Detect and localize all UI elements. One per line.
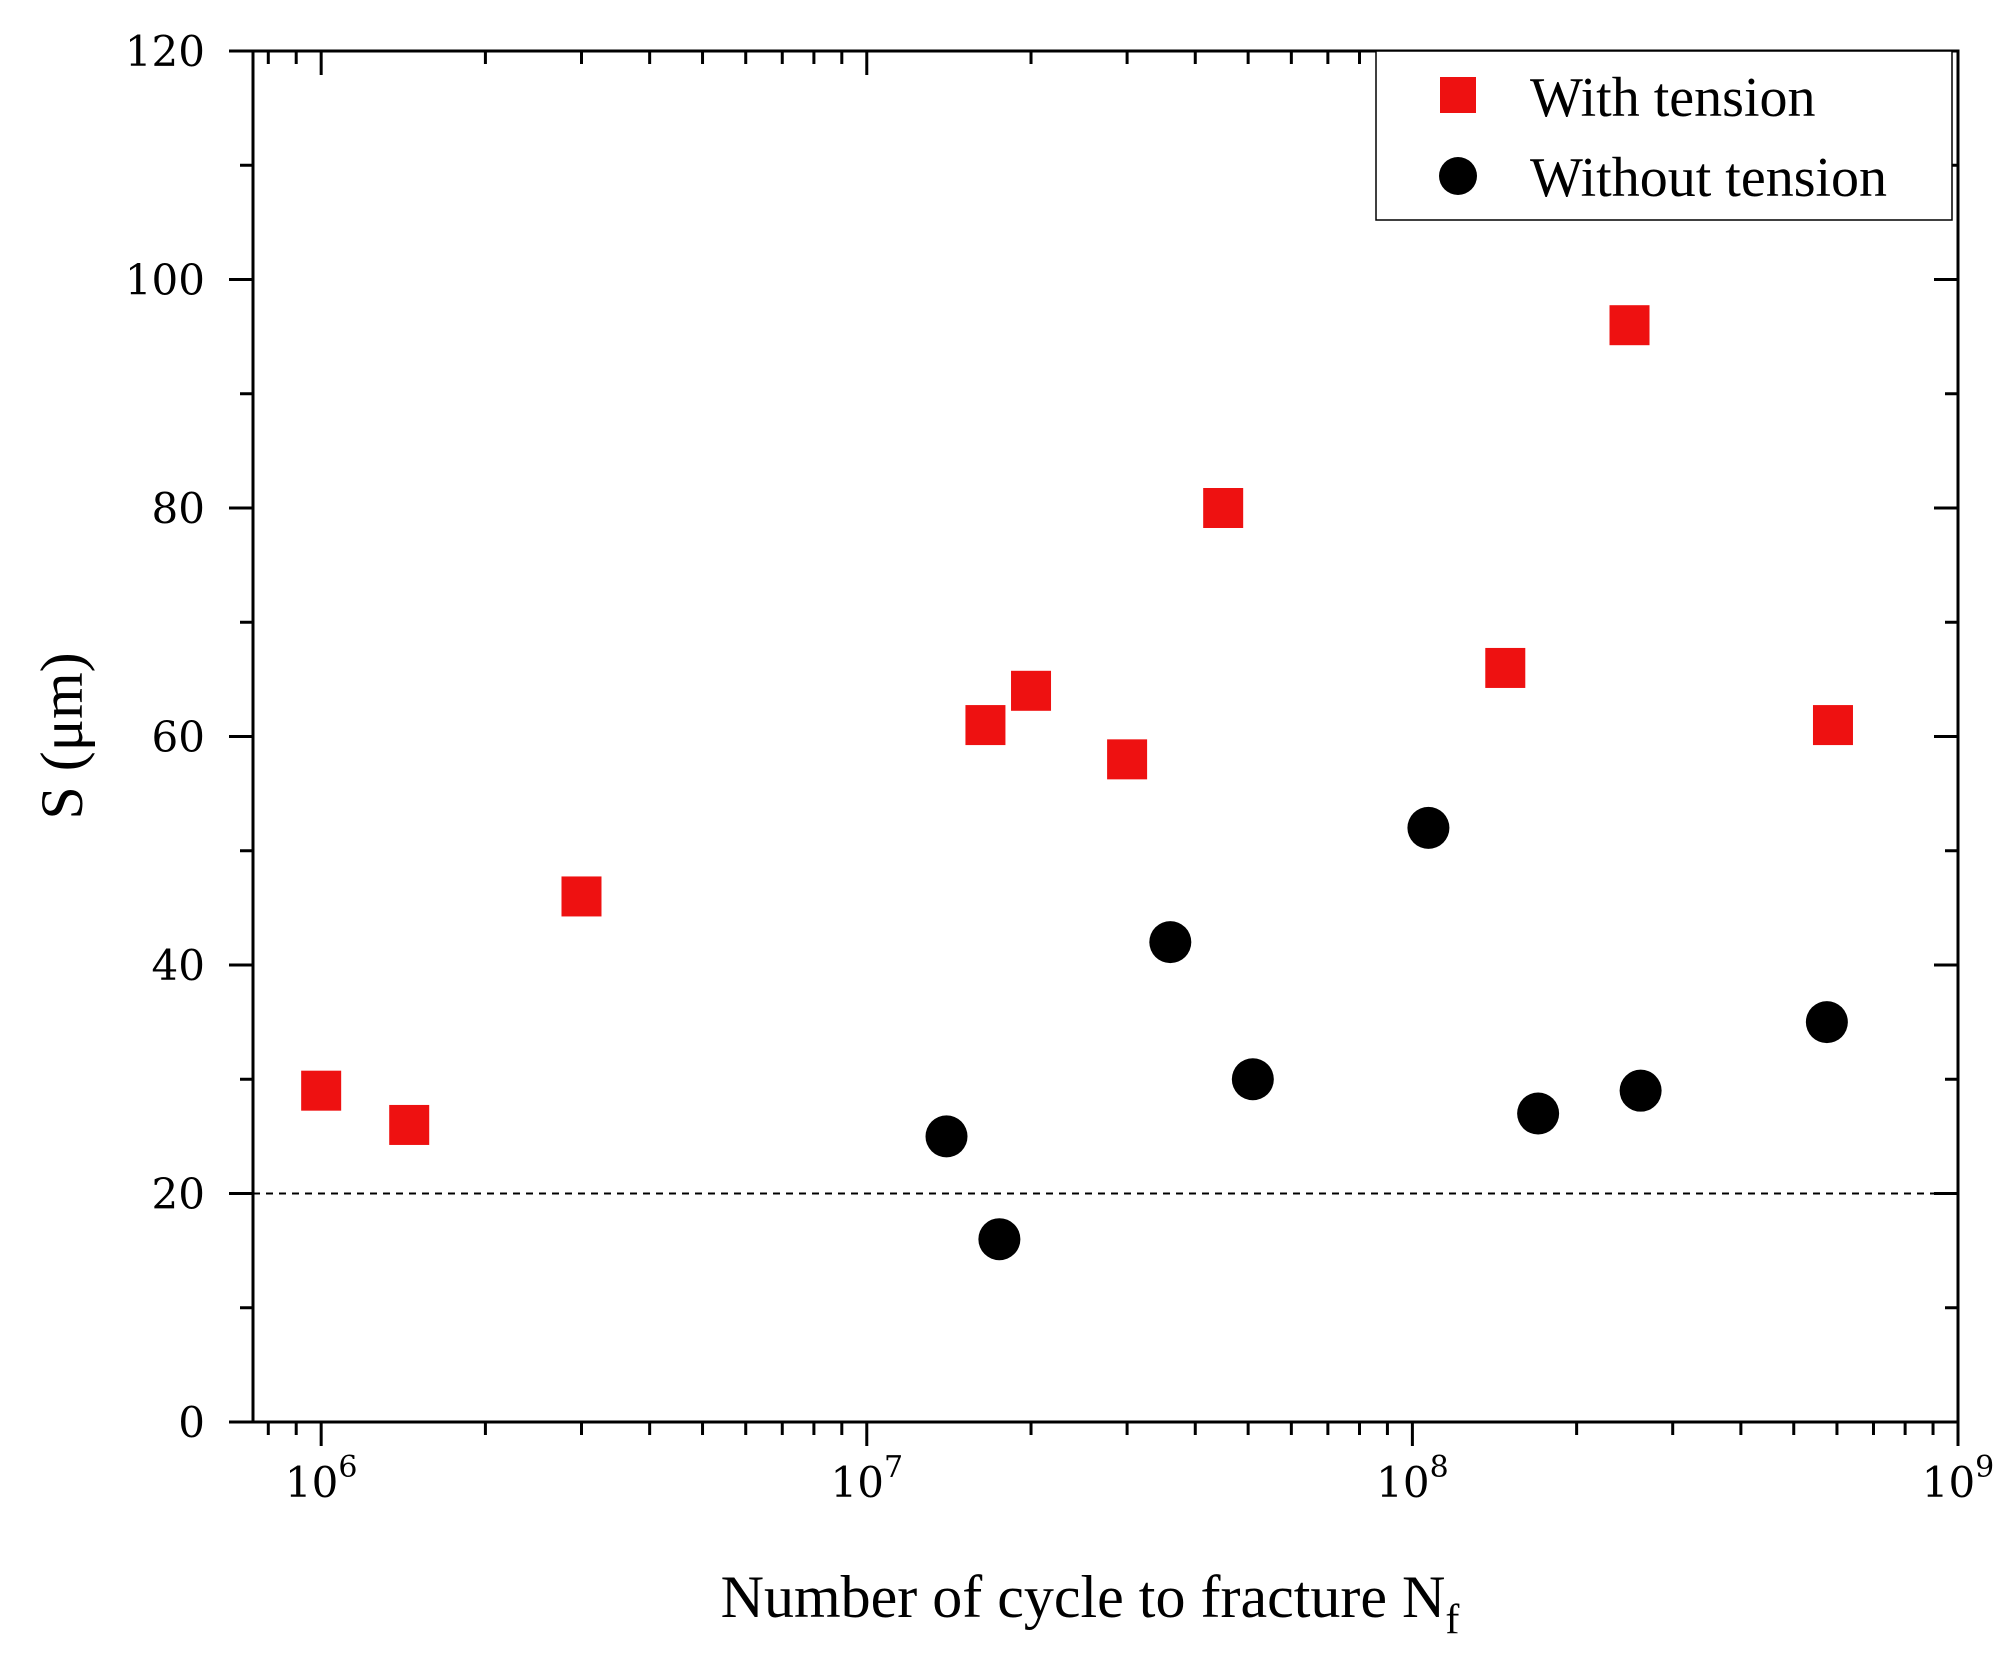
point-without-tension bbox=[1407, 806, 1450, 849]
legend-label-without-tension: Without tension bbox=[1530, 147, 1887, 209]
point-without-tension bbox=[1149, 921, 1192, 964]
point-with-tension bbox=[561, 876, 602, 917]
x-tick-label: 107 bbox=[831, 1450, 904, 1507]
data-points bbox=[301, 305, 1853, 1261]
y-tick-label: 80 bbox=[152, 484, 205, 533]
point-with-tension bbox=[389, 1104, 430, 1145]
point-without-tension bbox=[1805, 1001, 1848, 1044]
point-with-tension bbox=[1812, 705, 1853, 746]
point-without-tension bbox=[1231, 1058, 1274, 1101]
y-tick-label: 120 bbox=[125, 27, 205, 76]
y-tick-label: 60 bbox=[152, 713, 205, 762]
point-without-tension bbox=[925, 1115, 968, 1158]
point-with-tension bbox=[1609, 305, 1650, 346]
x-tick-label: 109 bbox=[1922, 1450, 1995, 1507]
y-tick-label: 0 bbox=[178, 1398, 205, 1447]
point-without-tension bbox=[1517, 1092, 1560, 1135]
plot-frame bbox=[251, 49, 1960, 1424]
point-with-tension bbox=[1011, 670, 1052, 711]
legend-label-with-tension: With tension bbox=[1530, 67, 1816, 129]
y-tick-label: 100 bbox=[125, 256, 205, 305]
point-with-tension bbox=[1485, 647, 1526, 688]
x-tick-label: 106 bbox=[285, 1450, 358, 1507]
point-without-tension bbox=[978, 1218, 1021, 1261]
legend-marker-with-tension bbox=[1440, 77, 1476, 113]
point-with-tension bbox=[1107, 739, 1148, 780]
point-with-tension bbox=[965, 705, 1006, 746]
point-with-tension bbox=[301, 1070, 342, 1111]
y-tick-label: 40 bbox=[152, 941, 205, 990]
legend-marker-without-tension bbox=[1439, 157, 1477, 195]
axis-ticks bbox=[229, 49, 1960, 1446]
x-tick-label: 108 bbox=[1376, 1450, 1449, 1507]
point-with-tension bbox=[1203, 488, 1244, 528]
y-tick-label: 20 bbox=[152, 1170, 205, 1219]
x-axis-title: Number of cycle to fracture Nf bbox=[721, 1564, 1460, 1643]
legend: With tension Without tension bbox=[1375, 50, 1953, 221]
axis-tick-labels: 0 20 40 60 80 100 120 106 107 108 109 bbox=[125, 27, 1994, 1507]
point-without-tension bbox=[1619, 1069, 1662, 1112]
y-axis-title: S (μm) bbox=[29, 652, 95, 819]
